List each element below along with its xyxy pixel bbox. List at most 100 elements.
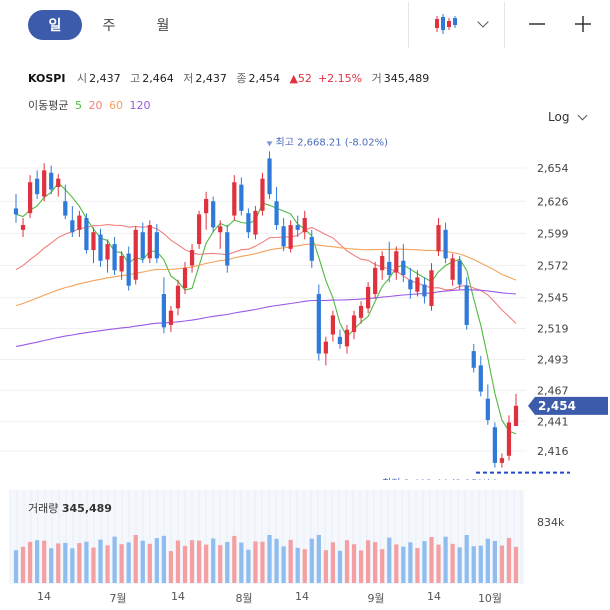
x-axis-label: 14 bbox=[295, 590, 309, 603]
moving-average-legend: 이동평균 5 20 60 120 bbox=[28, 97, 153, 113]
candle bbox=[316, 284, 321, 361]
candle-body bbox=[274, 201, 279, 226]
volume-bar bbox=[204, 544, 209, 583]
candle bbox=[77, 210, 82, 237]
candle-body bbox=[485, 398, 490, 421]
candle bbox=[302, 210, 307, 240]
candle bbox=[506, 415, 512, 461]
chart-type-selector[interactable] bbox=[420, 8, 500, 40]
candle bbox=[253, 206, 258, 240]
change-value: ▲52 bbox=[289, 72, 312, 85]
volume-bar bbox=[288, 539, 293, 583]
candle bbox=[161, 277, 166, 334]
candle-body bbox=[70, 220, 75, 233]
candle bbox=[443, 222, 448, 264]
candle bbox=[295, 215, 300, 237]
candle-body bbox=[246, 213, 251, 233]
price-tick-label: 2,545 bbox=[537, 292, 569, 305]
candle bbox=[260, 172, 265, 216]
candle bbox=[168, 305, 174, 333]
ma-120-label: 120 bbox=[129, 99, 151, 112]
candle-body bbox=[98, 234, 103, 261]
volume-bar bbox=[492, 540, 497, 583]
volume-bar bbox=[323, 550, 328, 583]
volume-bar bbox=[140, 540, 145, 583]
high-label: 고 bbox=[130, 72, 141, 85]
candle bbox=[380, 251, 385, 280]
price-tick-label: 2,467 bbox=[537, 384, 569, 397]
candle bbox=[471, 343, 476, 373]
candle bbox=[218, 220, 223, 249]
candle bbox=[175, 279, 181, 316]
candle bbox=[204, 191, 209, 230]
volume-bar bbox=[358, 550, 364, 583]
candle bbox=[35, 170, 40, 199]
candle bbox=[63, 184, 68, 220]
tab-monthly[interactable]: 월 bbox=[156, 18, 170, 34]
candle bbox=[196, 210, 202, 249]
candle-body bbox=[394, 251, 399, 273]
candle-body bbox=[309, 236, 314, 261]
candle-body bbox=[112, 244, 117, 271]
candle bbox=[13, 194, 19, 223]
candle bbox=[337, 329, 343, 349]
volume-bar bbox=[119, 544, 124, 583]
candle bbox=[422, 277, 427, 304]
volume-bar bbox=[218, 545, 223, 583]
volume-bar bbox=[274, 538, 279, 583]
volume-bar bbox=[309, 538, 314, 583]
candle-body bbox=[189, 250, 195, 266]
price-tick-label: 2,416 bbox=[537, 445, 569, 458]
candle bbox=[401, 244, 406, 283]
volume-title: 거래량 345,489 bbox=[28, 502, 112, 515]
high-marker-label: 최고 2,668.21 (-8.02%) bbox=[276, 136, 389, 148]
candle bbox=[492, 422, 497, 468]
quote-summary: KOSPI 시 2,437 고 2,464 저 2,437 종 2,454 ▲52 +2.… bbox=[28, 70, 435, 86]
candle-body bbox=[471, 351, 476, 368]
candle-body bbox=[140, 232, 145, 259]
volume-bar bbox=[478, 545, 483, 583]
candle bbox=[140, 222, 145, 264]
volume-value: 345,489 bbox=[383, 72, 430, 85]
volume-bar bbox=[429, 537, 434, 583]
volume-chart[interactable]: 거래량 345,489 834k bbox=[0, 490, 610, 585]
price-tick-label: 2,441 bbox=[537, 415, 569, 428]
candle-body bbox=[267, 158, 272, 195]
candle bbox=[267, 151, 272, 199]
candle bbox=[373, 261, 378, 299]
candle bbox=[27, 175, 33, 218]
open-value: 2,437 bbox=[89, 72, 121, 85]
candle bbox=[49, 165, 54, 195]
candle bbox=[105, 239, 110, 273]
volume-bar bbox=[98, 539, 103, 583]
candle-body bbox=[429, 270, 434, 306]
price-chart[interactable]: 2,654 2,626 2,599 2,572 2,545 2,519 2,493 2,467… bbox=[0, 135, 610, 480]
x-axis-label: 10월 bbox=[477, 592, 503, 605]
price-tick-label: 2,654 bbox=[537, 162, 569, 175]
zoom-in-button[interactable] bbox=[566, 8, 600, 40]
candle-body bbox=[464, 285, 469, 325]
volume-bar bbox=[422, 541, 427, 583]
candle-body bbox=[380, 255, 385, 271]
candle bbox=[119, 251, 124, 280]
scale-toggle-button[interactable]: Log bbox=[548, 110, 588, 124]
volume-bar bbox=[70, 548, 75, 583]
candle-body bbox=[330, 315, 336, 335]
tab-daily[interactable]: 일 bbox=[28, 10, 82, 40]
zoom-out-button[interactable] bbox=[520, 8, 554, 40]
candle bbox=[485, 384, 490, 425]
candle bbox=[225, 225, 230, 273]
volume-bar bbox=[457, 547, 462, 583]
candle bbox=[274, 187, 279, 230]
candle bbox=[42, 163, 47, 202]
candle-body bbox=[422, 284, 427, 297]
volume-bar bbox=[295, 547, 300, 583]
candle bbox=[366, 282, 371, 314]
change-percent: +2.15% bbox=[317, 72, 363, 85]
tab-weekly[interactable]: 주 bbox=[102, 18, 116, 34]
volume-bar bbox=[91, 547, 96, 583]
volume-bar bbox=[161, 535, 166, 583]
candle-body bbox=[204, 198, 209, 214]
candle bbox=[112, 236, 117, 276]
candle-body bbox=[168, 310, 174, 325]
